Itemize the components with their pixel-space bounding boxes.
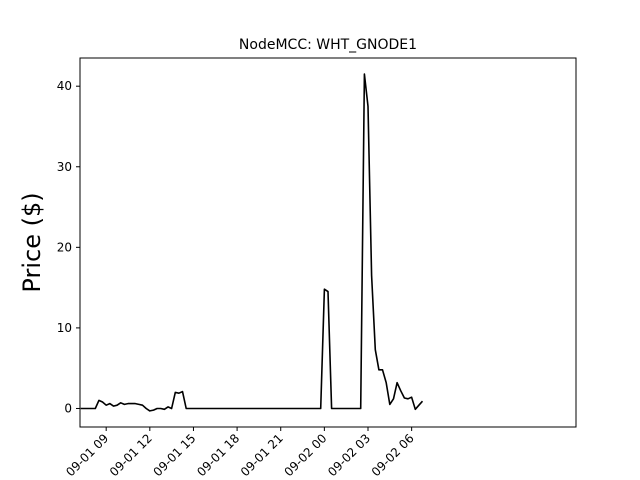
series-layer xyxy=(80,73,424,412)
chart-title: NodeMCC: WHT_GNODE1 xyxy=(239,37,417,53)
x-tick-label: 09-02 03 xyxy=(325,431,373,479)
x-tick-label: 09-01 18 xyxy=(194,431,242,479)
plot-frame xyxy=(79,57,577,428)
price-series-line xyxy=(80,73,424,412)
y-tick-label: 30 xyxy=(57,160,72,174)
y-tick-label: 40 xyxy=(57,79,72,93)
y-axis: 0 10 20 30 40 xyxy=(57,79,80,415)
x-tick-label: 09-02 06 xyxy=(369,431,417,479)
y-tick-label: 20 xyxy=(57,240,72,254)
x-tick-label: 09-01 09 xyxy=(63,431,111,479)
x-tick-label: 09-01 15 xyxy=(151,431,199,479)
y-axis-label: Price ($) xyxy=(18,192,46,292)
y-tick-label: 0 xyxy=(64,401,72,415)
x-tick-label: 09-01 21 xyxy=(238,431,286,479)
y-tick-label: 10 xyxy=(57,321,72,335)
x-tick-label: 09-01 12 xyxy=(107,431,155,479)
x-tick-label: 09-02 00 xyxy=(281,431,329,479)
